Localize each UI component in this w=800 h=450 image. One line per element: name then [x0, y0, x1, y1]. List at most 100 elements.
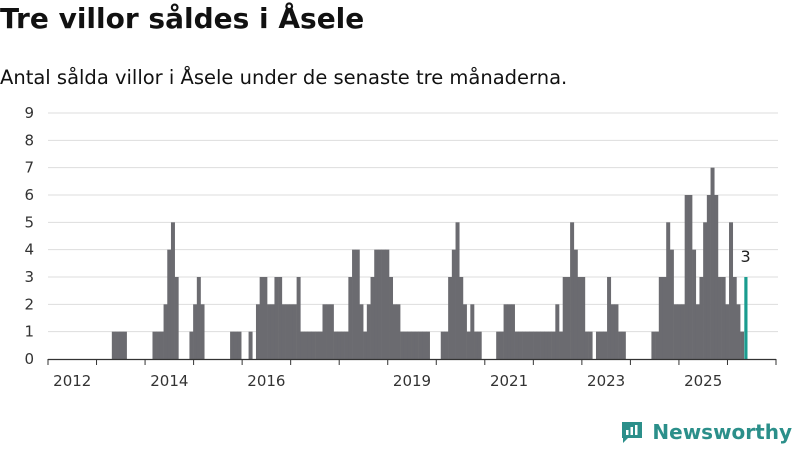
bar	[292, 304, 297, 359]
bar	[366, 304, 371, 359]
bar	[555, 304, 560, 359]
bar	[414, 331, 419, 359]
bar	[285, 304, 290, 359]
x-tick-label: 2012	[53, 372, 91, 390]
bar	[337, 331, 342, 359]
bar	[581, 277, 586, 359]
bar	[507, 304, 512, 359]
bar	[307, 331, 312, 359]
bar	[510, 304, 515, 359]
bar	[451, 249, 456, 359]
bar	[547, 331, 552, 359]
y-tick-label: 3	[24, 268, 34, 286]
bar	[385, 249, 390, 359]
bar	[529, 331, 534, 359]
bar	[684, 195, 689, 359]
bar	[499, 331, 504, 359]
bar	[403, 331, 408, 359]
bar	[363, 331, 368, 359]
bar	[714, 195, 719, 359]
bar	[474, 331, 479, 359]
bar	[348, 277, 353, 359]
bar	[496, 331, 501, 359]
bar	[514, 331, 519, 359]
y-tick-label: 1	[24, 323, 34, 341]
bar	[677, 304, 682, 359]
bar	[551, 331, 556, 359]
bar	[732, 277, 737, 359]
bar	[381, 249, 386, 359]
bar	[540, 331, 545, 359]
bar	[259, 277, 264, 359]
bar	[333, 331, 338, 359]
bar	[422, 331, 427, 359]
bar	[721, 277, 726, 359]
brand-logo: Newsworthy	[620, 420, 792, 444]
brand-name: Newsworthy	[652, 420, 792, 444]
bar	[607, 277, 612, 359]
bar	[407, 331, 412, 359]
bar	[599, 331, 604, 359]
bar	[200, 304, 205, 359]
bar	[289, 304, 294, 359]
bar	[167, 249, 172, 359]
bar	[156, 331, 161, 359]
bar-chart: 0 1 2 3 4 5 6 7 8 9 3 2012 2014 2016 2019 2021 2023 2025	[24, 104, 778, 390]
highlight-bar	[744, 277, 748, 359]
bar	[618, 331, 623, 359]
bar	[111, 331, 116, 359]
bar	[392, 304, 397, 359]
bar	[115, 331, 120, 359]
bar	[666, 222, 671, 359]
bar	[189, 331, 194, 359]
bar	[477, 331, 482, 359]
bar	[163, 304, 168, 359]
bar	[263, 277, 268, 359]
bar	[717, 277, 722, 359]
bar	[595, 331, 600, 359]
bar	[355, 249, 360, 359]
bar	[459, 277, 464, 359]
bar	[577, 277, 582, 359]
bar	[230, 331, 235, 359]
bar	[573, 249, 578, 359]
page-title: Tre villor såldes i Åsele	[0, 2, 365, 35]
bar	[503, 304, 508, 359]
bar	[533, 331, 538, 359]
x-tick-label: 2019	[393, 372, 431, 390]
bar	[374, 249, 379, 359]
bar	[673, 304, 678, 359]
bar	[122, 331, 127, 359]
bar	[170, 222, 175, 359]
bar	[662, 277, 667, 359]
bar	[706, 195, 711, 359]
bar	[669, 249, 674, 359]
bar	[559, 331, 564, 359]
bar	[525, 331, 530, 359]
bar	[352, 249, 357, 359]
bar	[544, 331, 549, 359]
x-tick-label: 2021	[490, 372, 528, 390]
x-tick-label: 2025	[684, 372, 722, 390]
bar	[736, 304, 741, 359]
bar	[695, 304, 700, 359]
newsworthy-logo-icon	[622, 422, 643, 443]
bar	[296, 277, 301, 359]
bar	[159, 331, 164, 359]
bar	[588, 331, 593, 359]
bar	[440, 331, 445, 359]
y-tick-label: 0	[24, 350, 34, 368]
y-tick-label: 7	[24, 159, 34, 177]
bar	[359, 304, 364, 359]
bar	[370, 277, 375, 359]
bar	[688, 195, 693, 359]
bar	[692, 249, 697, 359]
bar	[278, 277, 283, 359]
bar	[448, 277, 453, 359]
bar	[152, 331, 157, 359]
y-tick-label: 8	[24, 131, 34, 149]
bar	[174, 277, 179, 359]
bar	[658, 277, 663, 359]
bar	[462, 304, 467, 359]
bar	[562, 277, 567, 359]
